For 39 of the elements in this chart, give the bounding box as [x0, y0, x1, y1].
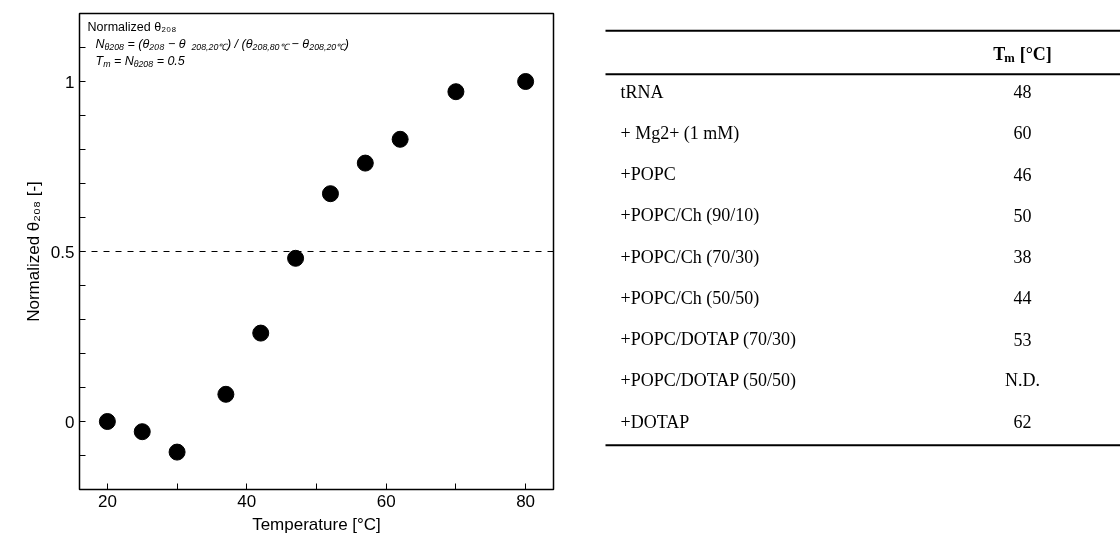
point [287, 249, 305, 267]
y-tick-label: 1 [65, 72, 75, 92]
category-label: + Mg2+ (1 mM) [620, 122, 740, 144]
data-label: N.D. [1005, 370, 1040, 391]
x-tick-label: 20 [97, 491, 117, 511]
point [517, 73, 535, 90]
category-label: +POPC [620, 164, 676, 185]
data-label: 62 [1013, 412, 1032, 433]
x-tick-label: 40 [237, 491, 257, 511]
x-tick-label: 80 [516, 491, 536, 511]
y-tick-label: 0 [65, 412, 75, 432]
data-label: 38 [1013, 247, 1032, 268]
point [98, 413, 116, 430]
data-label: 46 [1013, 164, 1032, 185]
category-label: +POPC/DOTAP (70/30) [620, 329, 797, 351]
category-label: tRNA [620, 81, 664, 102]
point [168, 443, 186, 461]
x-tick-label: 60 [376, 491, 396, 511]
data-label: 50 [1013, 205, 1032, 226]
annotation: Normalized θ₂₀₈ [87, 19, 177, 34]
point [447, 83, 465, 101]
data-label: 53 [1013, 329, 1032, 350]
y-tick-label: 0.5 [50, 242, 75, 262]
y-axis-title: Normalized θ₂₀₈ [-] [23, 181, 43, 322]
point [321, 185, 339, 203]
category-label: +POPC/DOTAP (50/50) [620, 370, 797, 392]
point [391, 130, 409, 148]
category-label: +POPC/Ch (50/50) [620, 287, 760, 309]
point [133, 423, 151, 441]
category-label: +DOTAP [620, 411, 690, 432]
category-label: +POPC/Ch (90/10) [620, 205, 760, 227]
point [217, 385, 235, 403]
point [252, 324, 270, 342]
point [356, 154, 374, 172]
category-label: +POPC/Ch (70/30) [620, 246, 760, 268]
data-label: 60 [1013, 123, 1032, 144]
data-label: 48 [1013, 82, 1032, 103]
x-axis-title: Temperature [°C] [252, 514, 381, 534]
data-label: 44 [1013, 288, 1032, 309]
